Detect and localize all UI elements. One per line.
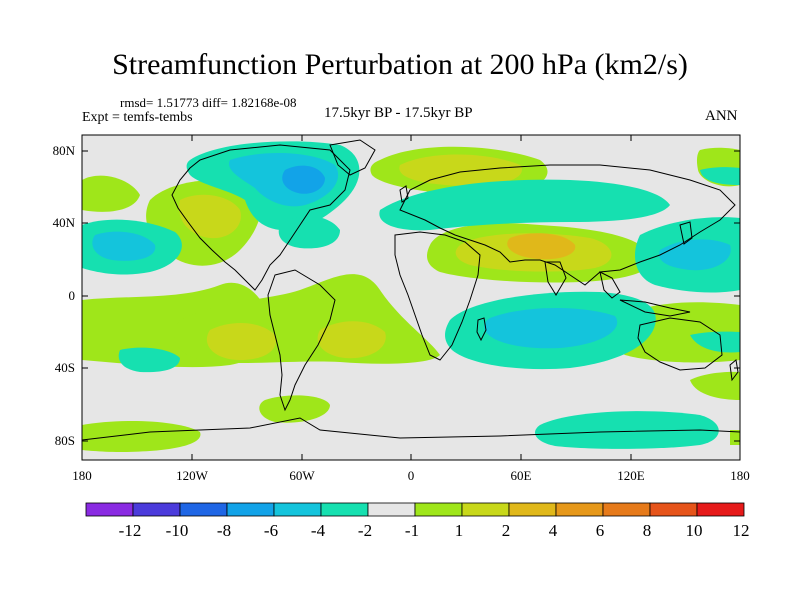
x-tick-label: 60E xyxy=(511,468,532,483)
experiment-label: Expt = temfs-tembs xyxy=(82,110,193,125)
x-tick-label: 180 xyxy=(730,468,750,483)
contour-north-atlantic-core xyxy=(399,154,522,187)
coastline-india xyxy=(544,261,567,296)
chart-title: Streamfunction Perturbation at 200 hPa (… xyxy=(112,48,688,81)
season-label: ANN xyxy=(705,108,738,124)
contour-south-atlantic-core xyxy=(317,321,386,359)
contour-east-pos xyxy=(690,371,740,400)
colorbar-label: 6 xyxy=(596,521,605,540)
contour-southern-ocean-pos xyxy=(259,395,330,423)
colorbar-swatch xyxy=(414,502,463,517)
colorbar-label: 10 xyxy=(686,521,703,540)
coastline-uk xyxy=(399,185,409,203)
colorbar-swatch xyxy=(602,502,651,517)
coastline-southeast-asia xyxy=(599,271,621,299)
contour-northeast-neg xyxy=(700,167,740,185)
colorbar-label: -12 xyxy=(119,521,142,540)
contour-us-east-neg xyxy=(278,215,340,249)
colorbar-swatch xyxy=(85,502,134,517)
x-tick-label: 180 xyxy=(72,468,92,483)
y-tick-label: 80S xyxy=(55,433,75,448)
colorbar-label: 2 xyxy=(502,521,511,540)
colorbar-label: 8 xyxy=(643,521,652,540)
y-axis: 80N 40N 0 40S 80S xyxy=(53,143,76,448)
coastline-africa xyxy=(394,231,481,361)
y-tick-label: 40N xyxy=(53,215,76,230)
colorbar-swatch xyxy=(461,502,510,517)
period-label: 17.5kyr BP - 17.5kyr BP xyxy=(324,105,473,121)
y-tick-label: 40S xyxy=(55,360,75,375)
axis-ticks xyxy=(81,135,741,460)
contour-north-pacific-core xyxy=(92,231,156,261)
contour-antarctic-neg xyxy=(535,411,719,449)
contour-south-america-core xyxy=(206,323,276,360)
colorbar-label: -8 xyxy=(217,521,231,540)
contour-canada-core xyxy=(282,165,325,194)
coastline-antarctica xyxy=(82,417,740,441)
coastline-madagascar xyxy=(476,317,487,342)
colorbar-label: 4 xyxy=(549,521,558,540)
colorbar-swatch xyxy=(649,502,698,517)
y-tick-label: 0 xyxy=(69,288,76,303)
contour-indian-ocean-core xyxy=(484,307,618,349)
colorbar-label: -4 xyxy=(311,521,326,540)
contour-west-pacific-core xyxy=(659,239,731,271)
x-tick-label: 120W xyxy=(176,468,209,483)
contour-north-america-core xyxy=(179,194,241,239)
coastline-australia xyxy=(637,317,723,371)
coastline-new-zealand xyxy=(729,359,739,382)
stats-label: rmsd= 1.51773 diff= 1.82168e-08 xyxy=(120,95,297,110)
coastline-north-america xyxy=(171,144,351,291)
coastline-eurasia xyxy=(399,164,736,286)
colorbar-swatch xyxy=(696,502,745,517)
coastline-greenland xyxy=(329,139,376,176)
coastline-indonesia xyxy=(619,299,691,317)
contour-south-pacific-neg xyxy=(118,347,180,373)
colorbar-label: 12 xyxy=(733,521,750,540)
contour-mediterranean-neg xyxy=(379,179,670,231)
colorbar-swatch xyxy=(179,502,228,517)
colorbar-label: -1 xyxy=(405,521,419,540)
x-axis: 180 120W 60W 0 60E 120E 180 xyxy=(72,468,750,483)
contour-fields xyxy=(82,141,740,452)
x-tick-label: 120E xyxy=(617,468,645,483)
colorbar-swatch xyxy=(555,502,604,517)
contour-southwest-pos xyxy=(82,420,201,452)
colorbar-label: -6 xyxy=(264,521,278,540)
contour-southeast-neg xyxy=(690,331,740,353)
contour-north-pacific-pos xyxy=(82,175,140,212)
colorbar-swatch xyxy=(132,502,181,517)
coastline-japan xyxy=(679,221,693,245)
y-tick-label: 80N xyxy=(53,143,76,158)
colorbar-swatch xyxy=(367,502,416,517)
coastlines xyxy=(82,139,740,441)
colorbar-swatch xyxy=(320,502,369,517)
colorbar-label: 1 xyxy=(455,521,464,540)
colorbar-swatch xyxy=(226,502,275,517)
contour-asia-core xyxy=(507,233,576,260)
x-tick-label: 0 xyxy=(408,468,415,483)
coastline-south-america xyxy=(267,269,336,412)
colorbar-swatch xyxy=(273,502,322,517)
colorbar-swatch xyxy=(508,502,557,517)
colorbar-label: -2 xyxy=(358,521,372,540)
x-tick-label: 60W xyxy=(289,468,315,483)
colorbar-label: -10 xyxy=(166,521,189,540)
colorbar: -12 -10 -8 -6 -4 -2 -1 1 2 4 6 8 10 12 xyxy=(85,502,750,540)
